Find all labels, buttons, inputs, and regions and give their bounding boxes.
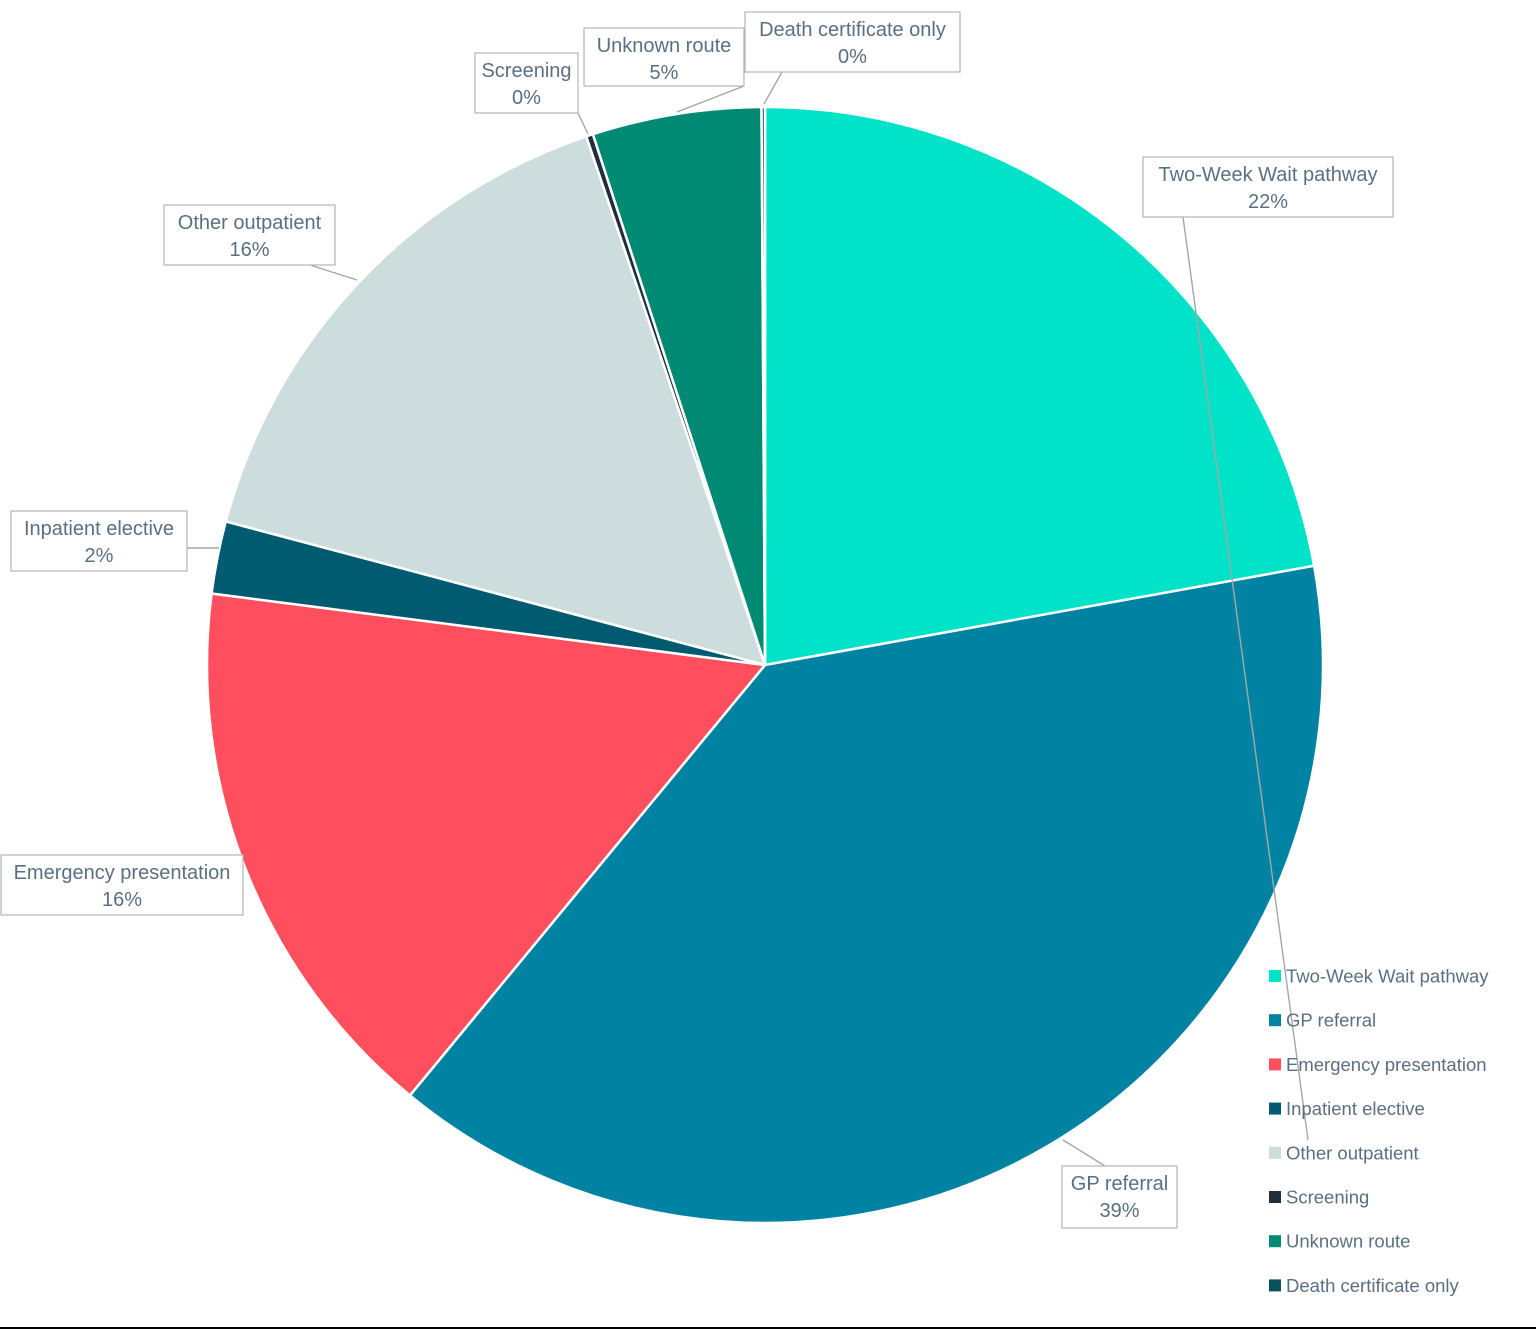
- data-label-value-inpatient-elective: 2%: [85, 545, 114, 567]
- data-label-box-inpatient-elective: [10, 510, 188, 572]
- data-label-name-other-outpatient: Other outpatient: [178, 212, 322, 234]
- label-leader-lines: [187, 71, 1309, 1167]
- pie-slice-unknown-route: [591, 105, 767, 667]
- data-labels: Two-Week Wait pathway 22% GP referral 39% Em…: [0, 11, 1394, 1229]
- legend-entry-screening: Screening: [1286, 1187, 1369, 1208]
- legend-entry-death-certificate-only: Death certificate only: [1286, 1275, 1460, 1296]
- data-label-box-gp-referral: [1061, 1165, 1178, 1229]
- data-label-box-other-outpatient: [163, 204, 336, 266]
- data-label-box-death-certificate-only: [744, 11, 961, 73]
- legend: Two-Week Wait pathway GP referral Emergenc…: [1269, 966, 1489, 1296]
- data-label-name-death-certificate-only: Death certificate only: [759, 19, 946, 41]
- data-label-box-unknown-route: [583, 27, 745, 87]
- data-label-value-screening: 0%: [512, 87, 541, 109]
- data-label-box-screening: [474, 52, 579, 114]
- legend-swatch-emergency-presentation: [1269, 1058, 1281, 1071]
- data-label-value-unknown-route: 5%: [650, 62, 679, 84]
- legend-swatch-death-certificate-only: [1269, 1279, 1281, 1292]
- bottom-rule: [0, 1327, 1536, 1329]
- data-label-name-unknown-route: Unknown route: [597, 35, 732, 57]
- legend-swatch-unknown-route: [1269, 1235, 1281, 1248]
- legend-entry-two-week-wait-pathway: Two-Week Wait pathway: [1286, 966, 1489, 987]
- data-label-value-two-week-wait-pathway: 22%: [1248, 191, 1288, 213]
- legend-entry-unknown-route: Unknown route: [1286, 1231, 1410, 1252]
- legend-entry-inpatient-elective: Inpatient elective: [1286, 1098, 1425, 1119]
- legend-entry-gp-referral: GP referral: [1286, 1010, 1376, 1031]
- data-label-name-two-week-wait-pathway: Two-Week Wait pathway: [1159, 164, 1378, 186]
- pie-slice-emergency-presentation: [205, 592, 767, 1097]
- data-label-value-emergency-presentation: 16%: [102, 889, 142, 911]
- data-label-box-emergency-presentation: [0, 854, 244, 916]
- data-label-name-screening: Screening: [481, 60, 571, 82]
- leader-line-other-outpatient: [309, 264, 358, 281]
- data-label-box-two-week-wait-pathway: [1142, 156, 1394, 218]
- data-label-value-other-outpatient: 16%: [229, 239, 269, 261]
- pie-slice-death-certificate-only: [760, 105, 767, 667]
- legend-entry-other-outpatient: Other outpatient: [1286, 1142, 1419, 1163]
- legend-swatch-other-outpatient: [1269, 1146, 1281, 1159]
- data-label-name-emergency-presentation: Emergency presentation: [14, 862, 231, 884]
- legend-swatch-screening: [1269, 1191, 1281, 1203]
- leader-line-screening: [577, 112, 589, 135]
- legend-swatch-two-week-wait-pathway: [1269, 970, 1281, 982]
- legend-swatch-inpatient-elective: [1269, 1102, 1281, 1115]
- leader-line-gp-referral: [1062, 1139, 1106, 1167]
- legend-entry-emergency-presentation: Emergency presentation: [1286, 1054, 1487, 1075]
- leader-line-unknown-route: [676, 85, 745, 113]
- data-label-value-gp-referral: 39%: [1099, 1200, 1139, 1222]
- leader-line-two-week-wait-pathway: [1182, 216, 1309, 1141]
- legend-swatch-gp-referral: [1269, 1014, 1281, 1027]
- data-label-value-death-certificate-only: 0%: [838, 46, 867, 68]
- data-label-name-inpatient-elective: Inpatient elective: [24, 518, 174, 540]
- data-label-name-gp-referral: GP referral: [1071, 1173, 1168, 1195]
- pie-slice-gp-referral: [408, 564, 1325, 1225]
- pie-slices: [205, 105, 1325, 1225]
- pie-slice-two-week-wait-pathway: [763, 105, 1316, 667]
- leader-line-death-certificate-only: [763, 71, 783, 105]
